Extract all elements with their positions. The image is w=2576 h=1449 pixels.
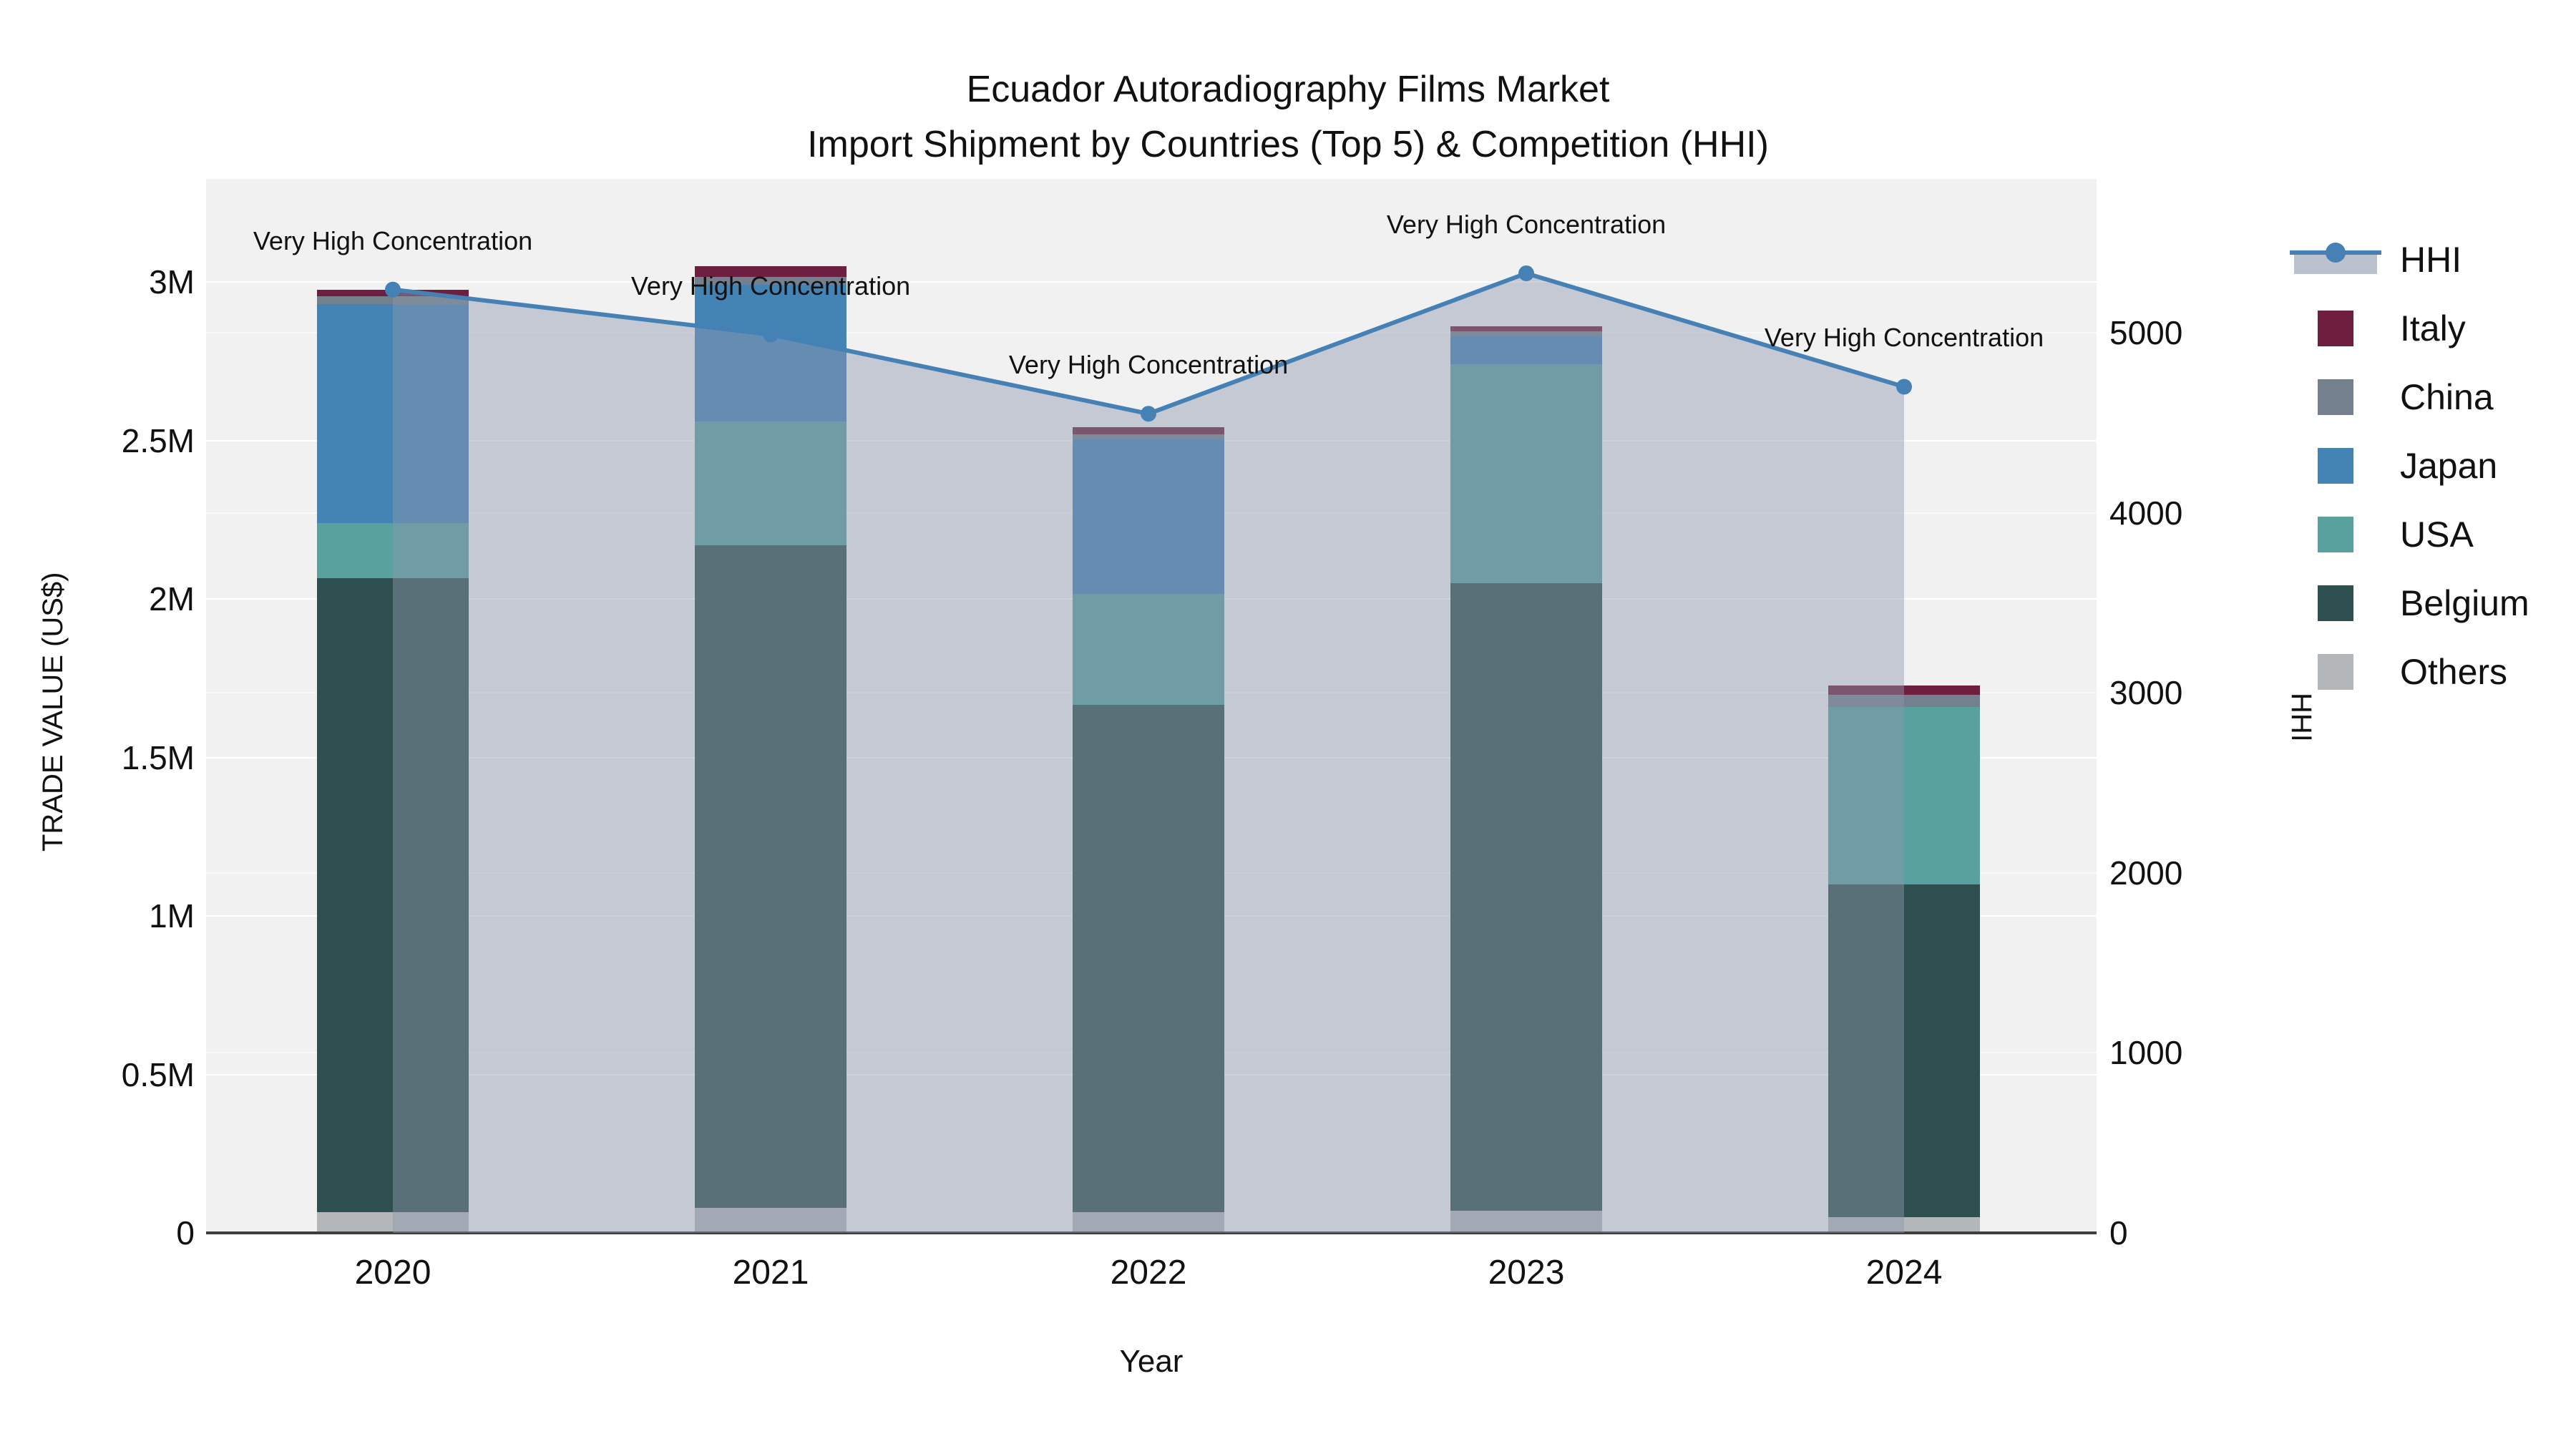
bar-segment-japan-2020 [317, 304, 469, 523]
y-axis-left-title: TRADE VALUE (US$) [37, 572, 69, 852]
bar-segment-belgium-2023 [1450, 582, 1602, 1211]
legend-swatch-italy [2318, 311, 2353, 346]
chart-title-line2: Import Shipment by Countries (Top 5) & C… [807, 124, 1769, 165]
annotation-2023: Very High Concentration [1386, 209, 1667, 239]
legend-item-italy[interactable]: Italy [2290, 308, 2466, 348]
bar-segment-usa-2020 [317, 522, 469, 579]
legend-swatch-china [2318, 379, 2353, 415]
legend-label-belgium: Belgium [2400, 583, 2529, 623]
legend-item-japan[interactable]: Japan [2290, 446, 2497, 486]
bar-segment-usa-2023 [1450, 364, 1602, 583]
y-right-tick-2000: 2000 [2109, 854, 2183, 892]
bar-segment-others-2023 [1450, 1210, 1602, 1233]
y-right-tick-1000: 1000 [2109, 1034, 2183, 1072]
bar-segment-italy-2024 [1828, 685, 1980, 696]
hhi-marker-2023 [1518, 265, 1534, 281]
bar-segment-belgium-2021 [695, 545, 847, 1208]
y-right-tick-4000: 4000 [2109, 494, 2183, 532]
bar-segment-italy-2021 [695, 265, 847, 278]
bar-segment-japan-2021 [695, 285, 847, 421]
bar-segment-others-2020 [317, 1212, 469, 1233]
bar-segment-china-2021 [695, 277, 847, 286]
y-right-tick-5000: 5000 [2109, 314, 2183, 351]
bar-segment-china-2020 [317, 296, 469, 304]
gridline-right-5000 [206, 332, 2097, 333]
hhi-marker-2024 [1896, 379, 1912, 395]
hhi-marker-2021 [763, 326, 779, 343]
y-left-tick-2M: 2M [149, 580, 195, 618]
chart-title-line1: Ecuador Autoradiography Films Market [966, 69, 1610, 110]
annotation-2020: Very High Concentration [253, 225, 533, 255]
legend-item-belgium[interactable]: Belgium [2290, 583, 2529, 623]
legend-label-hhi: HHI [2400, 240, 2462, 280]
legend-item-china[interactable]: China [2290, 377, 2494, 417]
x-tick-2021[interactable]: 2021 [732, 1254, 809, 1292]
legend-label-usa: USA [2400, 514, 2474, 555]
legend-item-usa[interactable]: USA [2290, 514, 2474, 555]
legend-label-italy: Italy [2400, 308, 2466, 348]
gridline-left-3M [206, 281, 2097, 283]
bar-segment-italy-2023 [1450, 326, 1602, 331]
bar-segment-china-2024 [1828, 695, 1980, 707]
y-right-tick-0: 0 [2109, 1214, 2128, 1252]
bar-segment-belgium-2020 [317, 578, 469, 1213]
bar-segment-usa-2024 [1828, 706, 1980, 884]
bar-segment-others-2021 [695, 1207, 847, 1233]
legend-label-japan: Japan [2400, 446, 2498, 486]
legend-label-china: China [2400, 377, 2494, 417]
y-left-tick-2.5M: 2.5M [121, 421, 195, 459]
bar-segment-usa-2022 [1073, 594, 1224, 706]
y-left-tick-1.5M: 1.5M [121, 738, 195, 776]
bar-segment-japan-2023 [1450, 336, 1602, 365]
legend-swatch-usa [2318, 517, 2353, 552]
legend-item-hhi[interactable]: HHI [2290, 240, 2462, 280]
bar-segment-belgium-2024 [1828, 884, 1980, 1217]
x-tick-2022[interactable]: 2022 [1110, 1254, 1187, 1292]
y-right-tick-3000: 3000 [2109, 674, 2183, 712]
hhi-marker-2022 [1141, 406, 1156, 422]
bar-segment-others-2024 [1828, 1216, 1980, 1233]
annotation-2021: Very High Concentration [630, 270, 911, 301]
x-tick-2023[interactable]: 2023 [1488, 1254, 1565, 1292]
legend-label-others: Others [2400, 652, 2508, 692]
annotation-2022: Very High Concentration [1008, 350, 1289, 380]
bar-segment-china-2023 [1450, 331, 1602, 336]
y-left-tick-3M: 3M [149, 263, 195, 301]
y-axis-right-title: HHI [2285, 693, 2317, 742]
legend-swatch-others [2318, 654, 2353, 690]
x-axis-title: Year [1119, 1344, 1184, 1379]
legend-swatch-japan [2318, 448, 2353, 484]
y-left-tick-0.5M: 0.5M [121, 1055, 195, 1093]
y-left-tick-1M: 1M [149, 897, 195, 935]
bar-segment-china-2022 [1073, 434, 1224, 439]
hhi-marker-2020 [385, 281, 401, 298]
bar-segment-belgium-2022 [1073, 705, 1224, 1213]
annotation-2024: Very High Concentration [1764, 323, 2044, 353]
y-left-tick-0: 0 [176, 1214, 195, 1252]
x-axis-line [206, 1231, 2097, 1234]
legend-swatch-belgium [2318, 585, 2353, 621]
x-tick-2024[interactable]: 2024 [1865, 1254, 1943, 1292]
x-tick-2020[interactable]: 2020 [354, 1254, 431, 1292]
hhi-area-fill [393, 273, 1904, 1234]
bar-segment-others-2022 [1073, 1212, 1224, 1233]
bar-segment-usa-2021 [695, 421, 847, 545]
legend-hhi-sample [2290, 240, 2381, 280]
bar-segment-italy-2022 [1073, 426, 1224, 434]
legend-item-others[interactable]: Others [2290, 652, 2507, 692]
bar-segment-japan-2022 [1073, 439, 1224, 595]
